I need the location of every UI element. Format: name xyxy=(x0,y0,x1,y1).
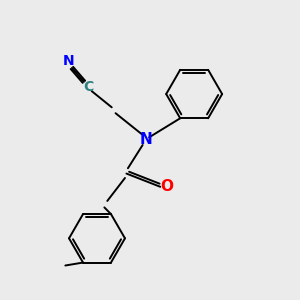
Text: N: N xyxy=(139,132,152,147)
Text: O: O xyxy=(160,179,173,194)
Text: N: N xyxy=(63,54,75,68)
Text: C: C xyxy=(83,80,93,94)
